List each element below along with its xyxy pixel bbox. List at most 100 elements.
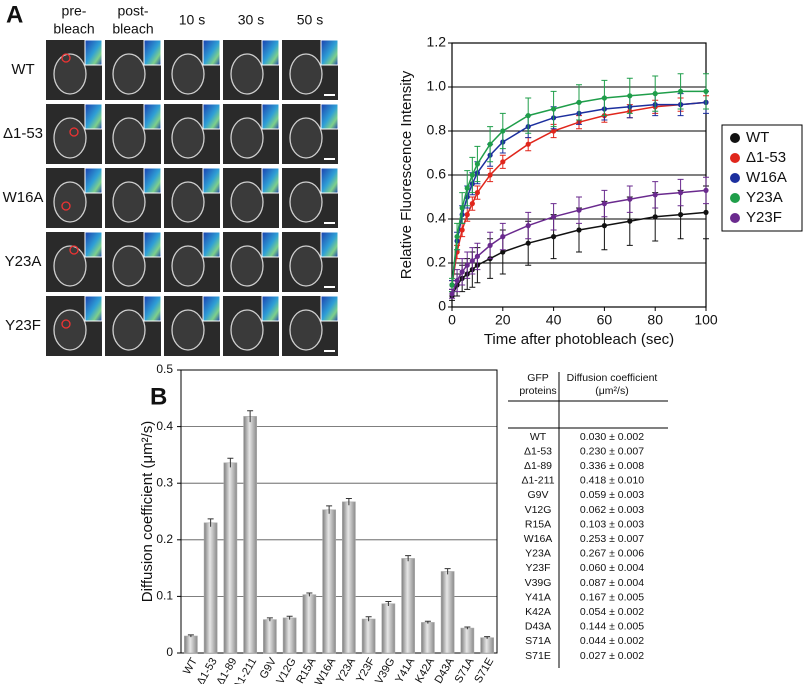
bar: [223, 462, 238, 654]
y-tick-label: 0.6: [427, 166, 447, 182]
y-tick-label: 0.8: [427, 122, 447, 138]
table-cell: 0.418 ± 0.010: [580, 475, 644, 487]
heatmap-inset: [143, 39, 162, 66]
data-point: [576, 99, 582, 105]
data-point: [487, 141, 493, 147]
table-cell: V12G: [525, 504, 552, 516]
bar: [361, 618, 376, 654]
data-point: [500, 249, 506, 255]
error-bar: [365, 616, 372, 622]
heatmap-inset: [202, 295, 221, 322]
heatmap-inset: [320, 167, 339, 194]
bar: [243, 416, 257, 654]
data-point: [652, 214, 658, 220]
data-point: [464, 262, 470, 268]
series-line: [451, 211, 707, 297]
nucleus-outline: [112, 309, 146, 351]
nucleus-outline: [230, 53, 264, 95]
heatmap-inset: [261, 295, 280, 322]
table-cell: D43A: [525, 621, 551, 633]
bar: [282, 617, 297, 654]
data-point: [474, 253, 480, 259]
x-tick-label: WT: [181, 656, 200, 677]
heatmap-inset: [320, 231, 339, 258]
data-point: [449, 282, 455, 288]
nucleus-outline: [171, 245, 205, 287]
nucleus-outline: [289, 181, 323, 223]
data-point: [652, 91, 658, 97]
x-axis-label: Time after photobleach (sec): [484, 331, 674, 348]
plot-frame: [451, 42, 707, 308]
table-cell: R15A: [525, 518, 551, 530]
table-cell: 0.054 ± 0.002: [580, 606, 644, 618]
data-point: [464, 185, 470, 191]
legend-marker: [730, 193, 740, 203]
table-cell: S71E: [525, 650, 551, 662]
error-bar: [227, 457, 234, 468]
data-point: [474, 190, 480, 196]
data-point: [500, 234, 506, 240]
table-cell: 0.027 ± 0.002: [580, 650, 644, 662]
data-point: [449, 291, 455, 297]
nucleus-outline: [53, 117, 87, 159]
heatmap-inset: [320, 103, 339, 130]
error-bar: [247, 410, 254, 423]
table-header: proteins: [519, 385, 556, 397]
table-cell: 0.167 ± 0.005: [580, 591, 644, 603]
column-header: bleach: [53, 21, 94, 37]
error-bar: [484, 636, 491, 639]
data-point: [652, 192, 658, 198]
heatmap-inset: [143, 231, 162, 258]
bleach-spot: [69, 245, 79, 255]
y-tick-label: 1.2: [427, 34, 447, 50]
table-cell: V39G: [525, 577, 552, 589]
bar: [322, 509, 336, 654]
data-point: [678, 88, 684, 94]
table-cell: 0.087 ± 0.004: [580, 577, 644, 589]
heatmap-inset: [143, 103, 162, 130]
table-cell: 0.030 ± 0.002: [580, 431, 644, 443]
x-tick-label: 20: [495, 312, 511, 328]
nucleus-outline: [230, 309, 264, 351]
bleach-spot: [69, 127, 79, 137]
nucleus-outline: [289, 117, 323, 159]
bar: [381, 603, 396, 654]
column-header: pre-: [62, 3, 87, 19]
bar: [342, 501, 356, 654]
x-tick-label: S71E: [472, 656, 496, 684]
table-cell: Δ1-53: [524, 445, 552, 457]
error-bar: [286, 615, 293, 620]
data-point: [703, 88, 709, 94]
table-cell: WT: [530, 431, 547, 443]
data-point: [601, 223, 608, 229]
series-line: [451, 101, 707, 286]
table-cell: Y23A: [525, 548, 551, 560]
nucleus-outline: [289, 245, 323, 287]
column-header: post-: [117, 3, 148, 19]
y-tick-label: 0.2: [156, 532, 173, 546]
bar: [184, 635, 198, 654]
table-header: (μm²/s): [595, 385, 628, 397]
table-cell: 0.062 ± 0.003: [580, 504, 644, 516]
data-point: [487, 172, 493, 178]
data-point: [525, 113, 531, 119]
nucleus-outline: [230, 245, 264, 287]
table-cell: 0.267 ± 0.006: [580, 548, 644, 560]
data-point: [487, 242, 493, 248]
data-point: [576, 207, 582, 213]
table-header: GFP: [527, 372, 549, 384]
data-point: [500, 159, 506, 165]
table-cell: 0.059 ± 0.003: [580, 489, 644, 501]
legend-marker: [730, 173, 740, 183]
table-cell: Y41A: [525, 591, 551, 603]
row-label: WT: [11, 61, 34, 78]
error-bar: [187, 634, 194, 638]
nucleus-outline: [230, 181, 264, 223]
table-cell: 0.060 ± 0.004: [580, 562, 644, 574]
heatmap-inset: [320, 39, 339, 66]
legend-label: W16A: [746, 169, 787, 186]
table-cell: Y23F: [525, 562, 550, 574]
data-point: [459, 227, 465, 233]
y-tick-label: 0: [166, 645, 173, 659]
